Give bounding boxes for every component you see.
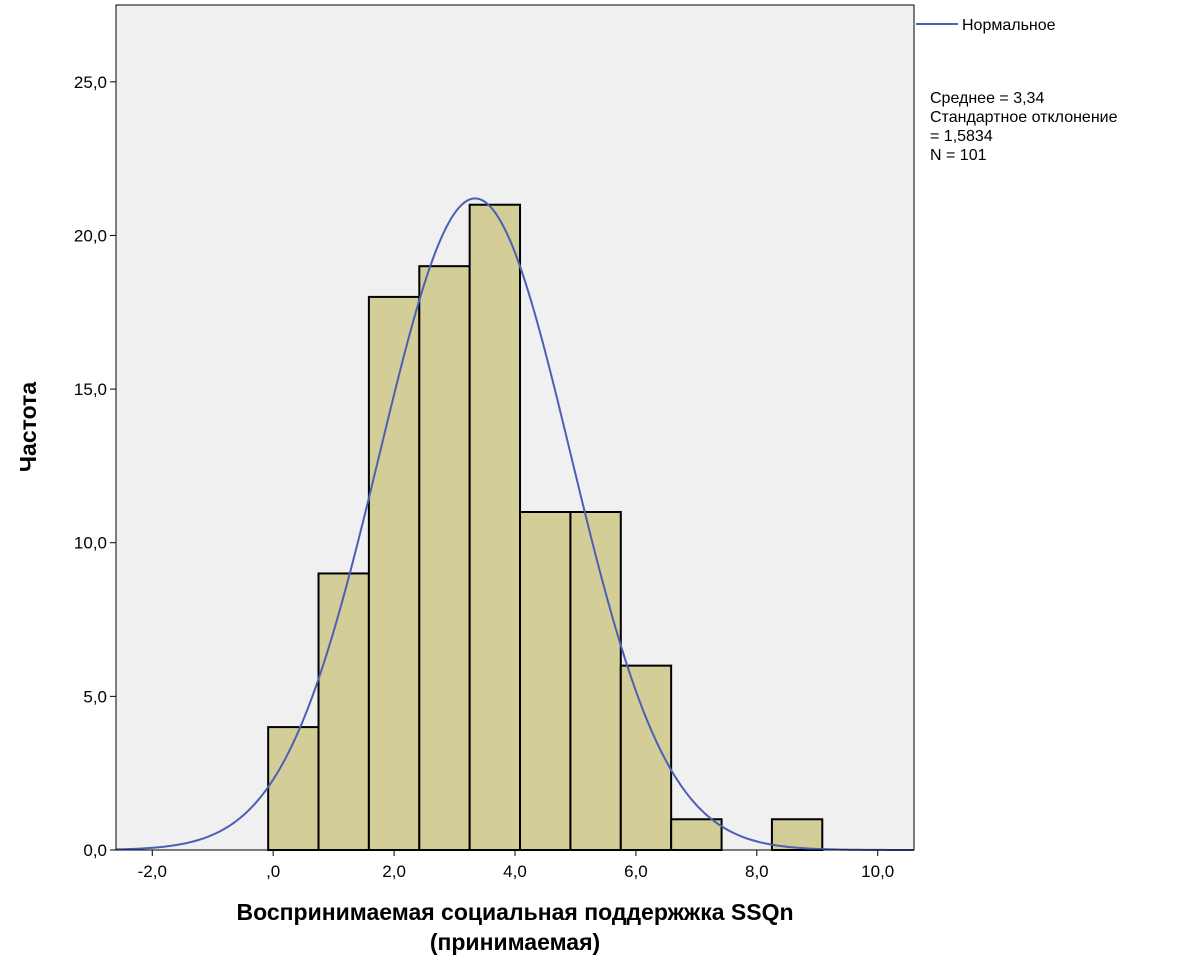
x-axis-title-line-2: (принимаемая) (430, 929, 600, 955)
y-tick-label: 15,0 (74, 380, 107, 399)
x-tick-label: ,0 (266, 862, 280, 881)
histogram-bar (519, 511, 572, 851)
stats-line-sd-label: Стандартное отклонение (930, 109, 1118, 126)
histogram-bar (367, 295, 421, 851)
histogram-bar (468, 203, 522, 851)
histogram-bar (670, 818, 723, 851)
histogram-bar (317, 572, 370, 851)
normal-curve (115, 197, 914, 851)
y-axis-ticks: 0,0 5,0 10,0 15,0 20,0 25,0 (74, 73, 116, 860)
stats-line-sd-value: = 1,5834 (930, 128, 993, 145)
x-axis-title-line-1: Воспринимаемая социальная поддержжка SSQ… (236, 899, 793, 925)
legend: Нормальное (916, 17, 1056, 34)
x-tick-label: 8,0 (745, 862, 769, 881)
x-tick-label: 4,0 (503, 862, 527, 881)
y-axis-title: Частота (15, 382, 41, 472)
x-axis-ticks: -2,0 ,0 2,0 4,0 6,0 8,0 10,0 (138, 850, 894, 881)
y-tick-label: 10,0 (74, 534, 107, 553)
y-tick-label: 25,0 (74, 73, 107, 92)
x-tick-label: -2,0 (138, 862, 167, 881)
x-tick-label: 6,0 (624, 862, 648, 881)
y-tick-label: 0,0 (83, 841, 107, 860)
y-tick-label: 5,0 (83, 687, 107, 706)
x-tick-label: 10,0 (861, 862, 894, 881)
stats-line-n: N = 101 (930, 147, 987, 164)
x-tick-label: 2,0 (382, 862, 406, 881)
histogram-bar (418, 265, 471, 851)
legend-label: Нормальное (962, 17, 1056, 34)
stats-box: Среднее = 3,34 Стандартное отклонение = … (930, 90, 1118, 164)
histogram-bars (267, 203, 824, 851)
histogram-bar (569, 511, 622, 851)
stats-line-mean: Среднее = 3,34 (930, 90, 1044, 107)
y-tick-label: 20,0 (74, 226, 107, 245)
histogram-bar (267, 726, 320, 851)
